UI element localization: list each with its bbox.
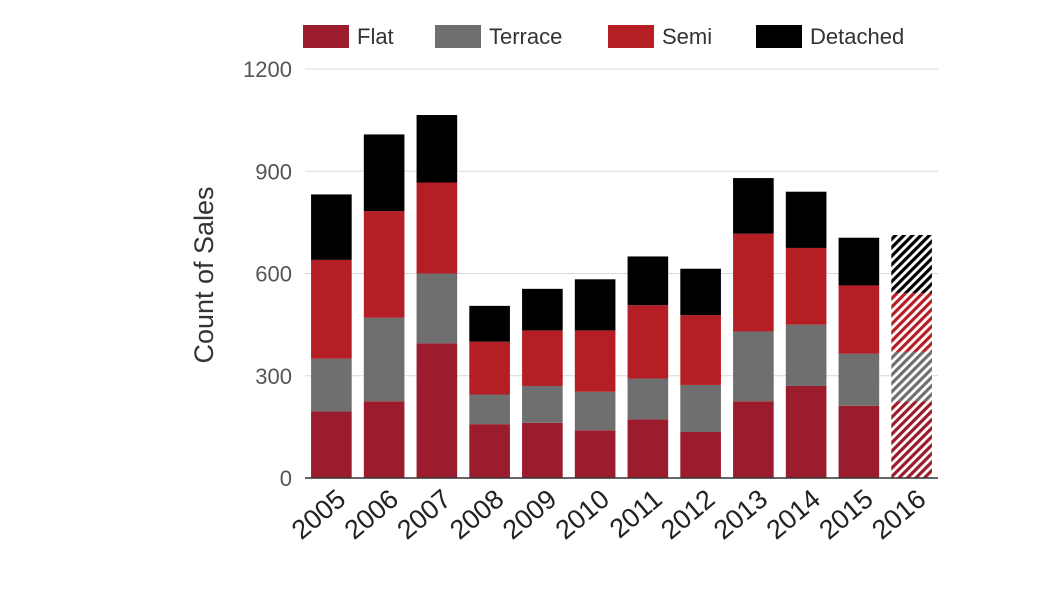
bar-segment-flat-2011: [627, 419, 669, 478]
bar-segment-terrace-2015: [838, 353, 880, 406]
legend-swatch: [756, 25, 802, 48]
bar-segment-semi-2015: [838, 285, 880, 354]
x-tick-label: 2011: [604, 484, 668, 544]
bar-segment-flat-2008: [469, 424, 510, 478]
bar-segment-detached-2013: [733, 178, 774, 234]
bar-segment-detached-2008: [469, 305, 510, 342]
x-tick-label: 2010: [550, 484, 615, 546]
bar-segment-semi-2007: [416, 182, 458, 274]
bar-segment-flat-2016: [891, 401, 932, 478]
bar-segment-terrace-2008: [469, 394, 510, 425]
bar-segment-detached-2009: [522, 288, 563, 331]
legend-item-semi: Semi: [608, 24, 712, 49]
bar-segment-terrace-2014: [785, 324, 827, 386]
bar-segment-detached-2011: [627, 256, 669, 306]
bar-segment-semi-2005: [311, 259, 352, 359]
y-tick-label: 900: [255, 159, 292, 184]
bar-segment-flat-2012: [680, 431, 721, 478]
bar-segment-terrace-2007: [416, 273, 458, 344]
bar-segment-semi-2011: [627, 305, 669, 379]
bar-segment-detached-2014: [785, 191, 827, 248]
bar-segment-flat-2014: [785, 385, 827, 478]
bar-segment-terrace-2010: [574, 391, 616, 431]
y-tick-label: 0: [280, 466, 292, 491]
x-tick-label: 2006: [339, 484, 404, 546]
x-tick-label: 2005: [286, 484, 351, 546]
x-tick-label: 2009: [497, 484, 562, 546]
legend-item-terrace: Terrace: [435, 24, 562, 49]
bar-segment-detached-2016: [891, 234, 932, 293]
legend-swatch: [303, 25, 349, 48]
x-tick-label: 2012: [655, 484, 720, 546]
y-axis-label: Count of Sales: [189, 186, 219, 363]
bar-segment-detached-2012: [680, 268, 721, 316]
legend: Flat Terrace Semi Detached: [303, 24, 904, 49]
bar-segment-terrace-2012: [680, 384, 721, 432]
bar-segment-semi-2016: [891, 292, 932, 352]
bar-segment-detached-2015: [838, 237, 880, 286]
x-tick-label: 2016: [866, 484, 931, 546]
bar-segment-terrace-2009: [522, 385, 563, 423]
x-tick-label: 2008: [444, 484, 509, 546]
bar-segment-flat-2007: [416, 343, 458, 478]
bar-segment-flat-2015: [838, 405, 880, 478]
bar-segment-semi-2010: [574, 330, 616, 392]
bar-segment-flat-2013: [733, 401, 774, 478]
legend-label: Flat: [357, 24, 394, 49]
bar-segment-flat-2010: [574, 430, 616, 478]
bar-segment-flat-2009: [522, 422, 563, 478]
bar-segment-terrace-2013: [733, 331, 774, 402]
bar-segment-detached-2010: [574, 279, 616, 331]
legend-label: Terrace: [489, 24, 562, 49]
bar-segment-semi-2014: [785, 247, 827, 325]
bar-segment-semi-2006: [363, 211, 405, 318]
bars: [311, 115, 932, 478]
x-tick-label: 2013: [708, 484, 773, 546]
bar-segment-semi-2012: [680, 315, 721, 385]
x-tick-label: 2007: [391, 484, 456, 546]
y-tick-label: 300: [255, 364, 292, 389]
legend-label: Semi: [662, 24, 712, 49]
bar-segment-detached-2007: [416, 115, 458, 183]
legend-swatch: [435, 25, 481, 48]
bar-segment-terrace-2005: [311, 358, 352, 412]
bar-segment-terrace-2016: [891, 351, 932, 402]
bar-segment-semi-2008: [469, 341, 510, 395]
bar-segment-semi-2009: [522, 330, 563, 386]
x-tick-label: 2015: [813, 484, 878, 546]
bar-segment-terrace-2011: [627, 378, 669, 420]
x-tick-label: 2014: [761, 484, 826, 546]
legend-swatch: [608, 25, 654, 48]
legend-item-detached: Detached: [756, 24, 904, 49]
legend-item-flat: Flat: [303, 24, 394, 49]
bar-segment-flat-2006: [363, 401, 405, 478]
bar-segment-semi-2013: [733, 233, 774, 332]
y-tick-label: 1200: [243, 57, 292, 82]
y-tick-label: 600: [255, 262, 292, 287]
legend-label: Detached: [810, 24, 904, 49]
bar-segment-detached-2005: [311, 194, 352, 260]
bar-segment-terrace-2006: [363, 317, 405, 402]
bar-segment-detached-2006: [363, 134, 405, 212]
bar-segment-flat-2005: [311, 411, 352, 478]
